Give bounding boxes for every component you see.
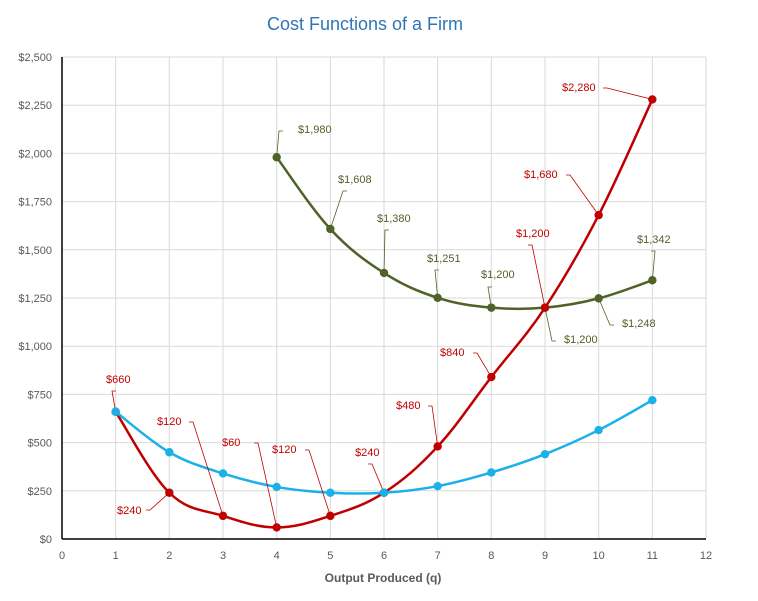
series-1-leader-line bbox=[111, 390, 117, 412]
series-0-data-label: $1,200 bbox=[481, 269, 515, 281]
series-1-point bbox=[218, 511, 228, 521]
series-1-leader-line bbox=[146, 492, 170, 511]
series-2-point bbox=[165, 448, 174, 457]
series-2-point bbox=[272, 482, 281, 492]
series-1-line bbox=[114, 98, 654, 529]
y-tick-label: $1,000 bbox=[18, 341, 52, 353]
series-1-leader-line bbox=[368, 463, 385, 493]
series-1-data-label: $660 bbox=[106, 374, 130, 386]
series-2-point bbox=[648, 395, 657, 405]
y-tick-label: $1,750 bbox=[18, 197, 52, 209]
series-0-leader-line bbox=[544, 307, 556, 342]
series-1-leader-line bbox=[305, 449, 331, 516]
series-1-data-label: $1,200 bbox=[516, 228, 550, 240]
y-tick-label: $750 bbox=[28, 389, 52, 401]
x-tick-label: 12 bbox=[700, 550, 712, 562]
series-1-data-label: $840 bbox=[440, 347, 464, 359]
series-1-data-label: $480 bbox=[396, 400, 420, 412]
series-2-point bbox=[326, 488, 335, 497]
y-tick-label: $2,500 bbox=[18, 52, 52, 64]
series-2-point bbox=[379, 488, 389, 497]
series-1-point bbox=[594, 210, 603, 220]
series-1-data-label: $60 bbox=[222, 437, 240, 449]
series-1-data-label: $1,680 bbox=[524, 169, 558, 181]
series-1-data-label: $120 bbox=[157, 416, 181, 428]
series-0-data-label: $1,980 bbox=[298, 124, 332, 136]
series-2-point bbox=[487, 468, 496, 477]
x-tick-label: 2 bbox=[166, 550, 172, 562]
series-1-point bbox=[272, 523, 281, 532]
series-1-point bbox=[540, 303, 550, 312]
data-points bbox=[111, 95, 657, 532]
series-0-data-label: $1,248 bbox=[622, 318, 656, 330]
series-1-data-label: $2,280 bbox=[562, 82, 596, 94]
series-1-point bbox=[326, 511, 335, 521]
series-1-data-label: $240 bbox=[355, 447, 379, 459]
data-labels: $1,980 $1,608 $1,380 $1,251 $1,200 $1,200 $1,2… bbox=[106, 82, 671, 517]
series-1-leader-line bbox=[189, 421, 224, 516]
series-0-point bbox=[433, 293, 442, 303]
series-2-point bbox=[594, 425, 603, 435]
chart-title: Cost Functions of a Firm bbox=[267, 14, 463, 34]
series-0-data-label: $1,251 bbox=[427, 253, 461, 265]
y-tick-label: $500 bbox=[28, 438, 52, 450]
series-0-leader-line bbox=[651, 250, 656, 281]
series-1-leader-line bbox=[428, 405, 439, 447]
series-1-data-label: $120 bbox=[272, 444, 296, 456]
series-0-data-label: $1,608 bbox=[338, 174, 372, 186]
x-tick-label: 6 bbox=[381, 550, 387, 562]
series-2-point bbox=[218, 469, 228, 478]
series-0-data-label: $1,380 bbox=[377, 213, 411, 225]
series-0-leader-line bbox=[329, 190, 347, 230]
series-2-point bbox=[540, 449, 550, 459]
series-1-point bbox=[648, 95, 657, 104]
series-0-leader-line bbox=[434, 269, 439, 298]
axes: $0 $250 $500 $750 $1,000 $1,250 $1,500 $1,750 $2… bbox=[18, 52, 712, 562]
x-tick-label: 9 bbox=[542, 550, 548, 562]
series-0-leader-line bbox=[383, 229, 389, 273]
x-axis-title: Output Produced (q) bbox=[325, 571, 442, 585]
series-0-point bbox=[648, 276, 657, 285]
series-1-leader-line bbox=[254, 442, 278, 528]
series-0-point bbox=[594, 294, 603, 303]
x-tick-label: 7 bbox=[435, 550, 441, 562]
label-leader-lines bbox=[111, 87, 656, 528]
x-tick-label: 3 bbox=[220, 550, 226, 562]
x-tick-label: 11 bbox=[647, 550, 658, 562]
x-tick-label: 10 bbox=[593, 550, 605, 562]
y-tick-label: $1,250 bbox=[18, 293, 52, 305]
y-tick-label: $2,250 bbox=[18, 100, 52, 112]
y-tick-label: $0 bbox=[40, 534, 52, 546]
series-1-leader-line bbox=[473, 352, 492, 378]
series-0-point bbox=[379, 268, 389, 278]
series-0-point bbox=[487, 303, 496, 312]
series-0-line bbox=[275, 156, 653, 311]
series-1-point bbox=[487, 372, 496, 382]
series-1-point bbox=[433, 442, 442, 451]
series-2-point bbox=[433, 481, 442, 491]
series-1-point bbox=[165, 488, 174, 497]
series-0-data-label: $1,200 bbox=[564, 334, 598, 346]
y-tick-label: $1,500 bbox=[18, 245, 52, 257]
x-tick-label: 4 bbox=[274, 550, 280, 562]
series-1-leader-line bbox=[528, 244, 546, 308]
series-0-leader-line bbox=[598, 298, 614, 326]
y-tick-label: $2,000 bbox=[18, 148, 52, 160]
y-tick-label: $250 bbox=[28, 486, 52, 498]
grid-lines bbox=[62, 56, 707, 539]
series-1-leader-line bbox=[603, 87, 653, 100]
series-2-point bbox=[111, 407, 120, 416]
series-0-leader-line bbox=[487, 286, 492, 308]
x-tick-label: 5 bbox=[327, 550, 333, 562]
series-0-leader-line bbox=[276, 130, 283, 158]
x-tick-label: 0 bbox=[59, 550, 65, 562]
series-1-data-label: $240 bbox=[117, 505, 141, 517]
x-tick-label: 1 bbox=[113, 550, 119, 562]
series-1-leader-line bbox=[566, 174, 599, 216]
series-0-data-label: $1,342 bbox=[637, 234, 671, 246]
x-tick-label: 8 bbox=[488, 550, 494, 562]
series-0-point bbox=[272, 153, 281, 162]
series-0-point bbox=[326, 224, 335, 234]
